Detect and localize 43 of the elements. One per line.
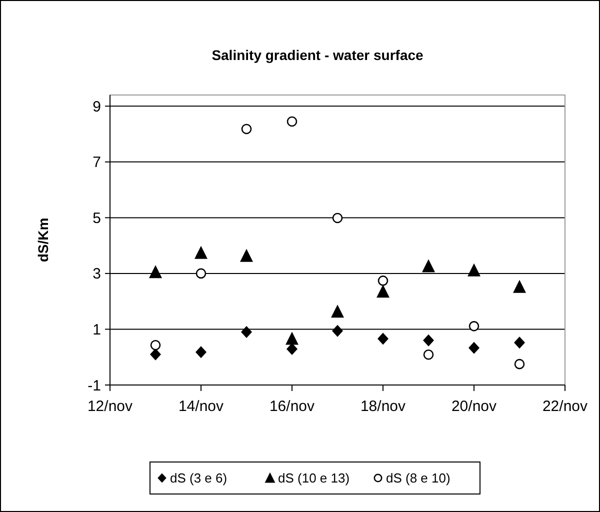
point — [513, 280, 526, 293]
point — [332, 324, 343, 337]
legend-label: dS (3 e 6) — [170, 470, 228, 486]
point — [378, 276, 388, 286]
point — [332, 212, 343, 224]
point — [514, 358, 525, 370]
point — [468, 263, 480, 276]
point — [241, 124, 252, 134]
point — [423, 349, 434, 360]
y-tick-label: -1 — [88, 377, 101, 394]
point — [514, 336, 525, 349]
point — [194, 246, 208, 259]
y-axis-title: dS/Km — [35, 218, 51, 262]
y-tick-label: 1 — [92, 321, 101, 338]
point — [331, 304, 344, 318]
x-tick-label: 16/nov — [269, 398, 316, 415]
x-tick-label: 14/nov — [178, 398, 224, 415]
point — [150, 340, 161, 350]
point — [241, 326, 252, 338]
point — [286, 116, 298, 127]
point — [422, 259, 435, 272]
x-tick-label: 12/nov — [87, 398, 134, 415]
legend-label: dS (8 e 10) — [386, 470, 450, 486]
x-tick-label: 18/nov — [360, 398, 406, 415]
y-tick-label: 3 — [92, 266, 101, 283]
point — [468, 321, 480, 332]
y-tick-label: 7 — [92, 154, 101, 172]
point — [196, 346, 206, 358]
x-tick-label: 20/nov — [451, 398, 498, 415]
point — [286, 343, 298, 356]
point — [468, 342, 480, 354]
point — [376, 284, 390, 298]
y-tick-label: 5 — [92, 210, 101, 227]
point — [196, 268, 206, 279]
point — [149, 265, 162, 278]
y-tick-label: 9 — [92, 98, 101, 116]
point — [378, 332, 388, 345]
point — [286, 332, 298, 345]
legend-label: dS (10 e 13) — [278, 470, 350, 486]
x-tick-label: 22/nov — [542, 398, 588, 415]
point — [240, 248, 253, 262]
point — [423, 334, 434, 346]
chart-title: Salinity gradient - water surface — [212, 47, 424, 63]
